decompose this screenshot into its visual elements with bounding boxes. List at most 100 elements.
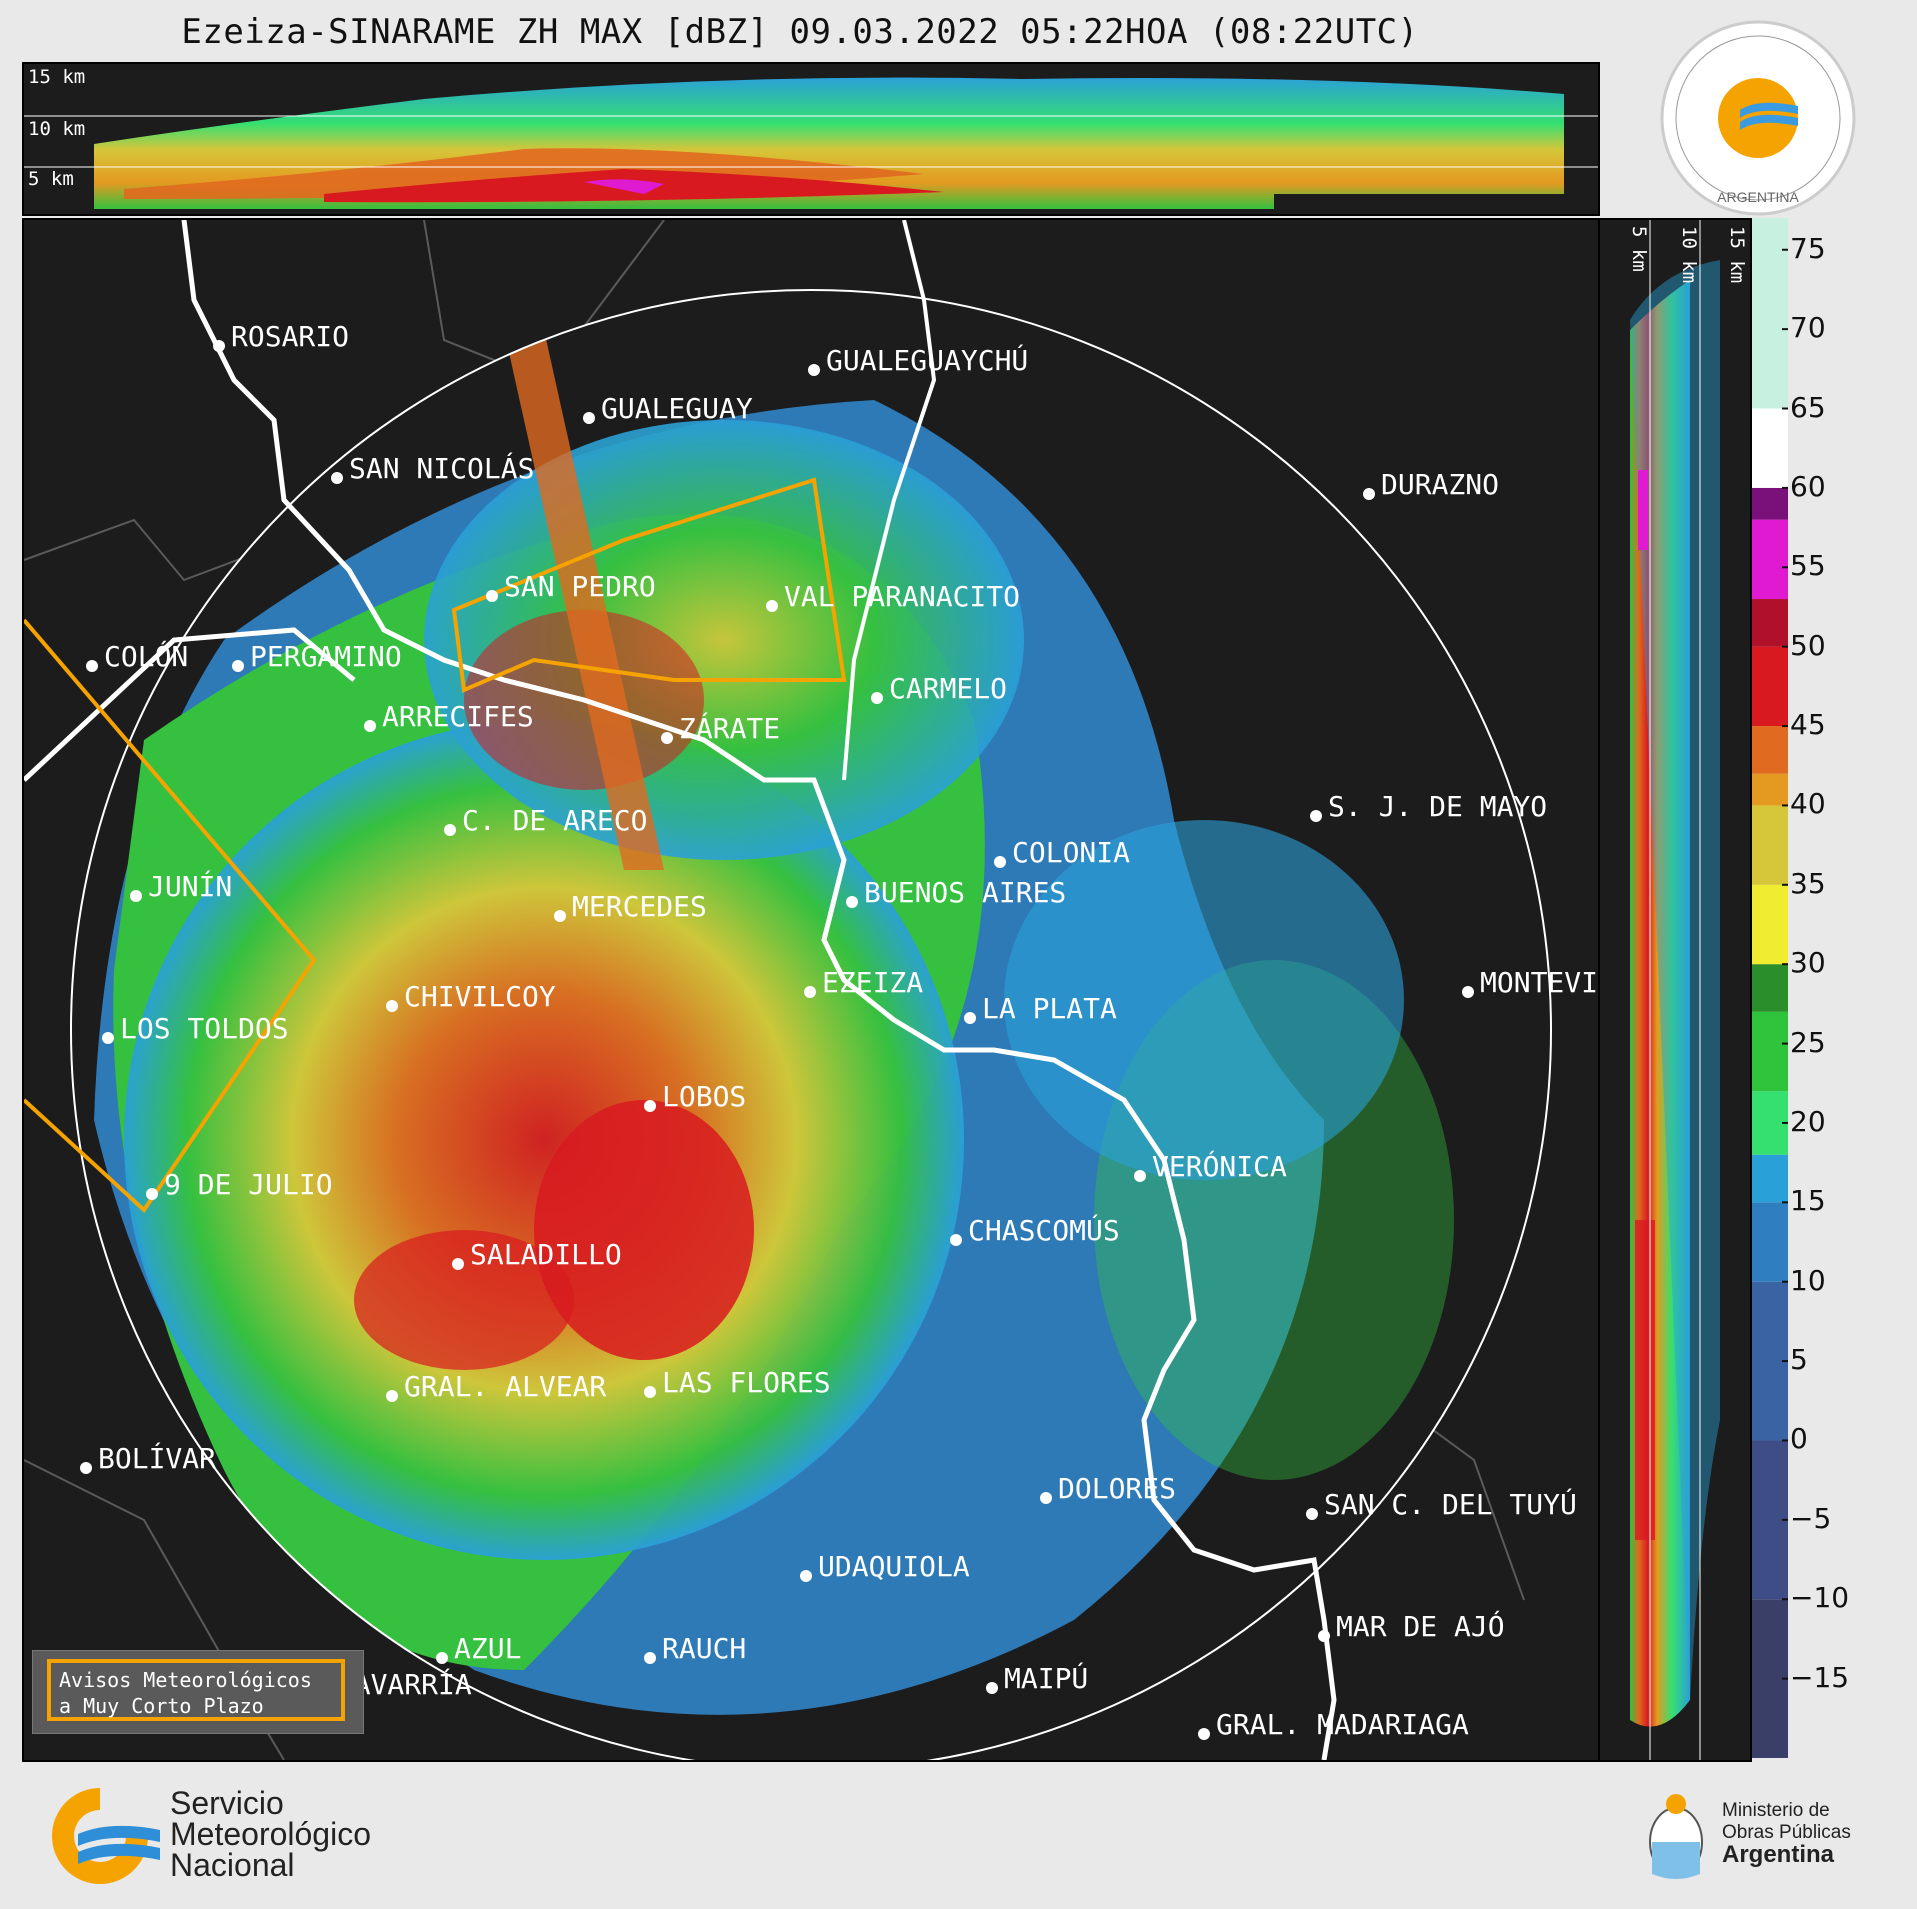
city-dot	[1310, 810, 1322, 822]
colorbar-tick-label: 45	[1790, 708, 1826, 742]
map-title: Ezeiza-SINARAME ZH MAX [dBZ] 09.03.2022 …	[181, 12, 1419, 52]
city-dot	[950, 1234, 962, 1246]
city-dot	[846, 896, 858, 908]
height-label-5km: 5 km	[28, 168, 74, 190]
ministry-line2: Obras Públicas	[1722, 1822, 1851, 1843]
colorbar-segment	[1752, 884, 1788, 965]
colorbar-segment	[1752, 1202, 1788, 1282]
colorbar-segment	[1752, 519, 1788, 600]
city-dot	[994, 856, 1006, 868]
avisos-box[interactable]: Avisos Meteorológicos a Muy Corto Plazo	[32, 1650, 364, 1734]
city-dot	[583, 412, 595, 424]
city-dot	[232, 660, 244, 672]
city-dot	[871, 692, 883, 704]
city-dot	[554, 910, 566, 922]
city-dot	[130, 890, 142, 902]
colorbar-segment	[1752, 964, 1788, 1012]
avisos-line1: Avisos Meteorológicos	[59, 1668, 312, 1692]
colorbar-tick-label: 50	[1790, 628, 1826, 662]
colorbar-segment	[1752, 599, 1788, 647]
city-dot	[331, 472, 343, 484]
colorbar-tick-label: 15	[1790, 1184, 1826, 1218]
colorbar-tick-label: 20	[1790, 1104, 1826, 1138]
city-dot	[444, 824, 456, 836]
warning-polygon-north	[451, 477, 847, 693]
city-dot	[800, 1570, 812, 1582]
colorbar-tick-label: −5	[1790, 1501, 1832, 1535]
city-dot	[808, 364, 820, 376]
colorbar-tick-label: 65	[1790, 390, 1826, 424]
colorbar-tick-label: −10	[1790, 1581, 1850, 1615]
city-dot	[102, 1032, 114, 1044]
city-dot	[1318, 1630, 1330, 1642]
city-dot	[386, 1000, 398, 1012]
city-dot	[1363, 488, 1375, 500]
colorbar-segment	[1752, 773, 1788, 806]
city-dot	[644, 1652, 656, 1664]
city-dot	[964, 1012, 976, 1024]
city-dot	[1306, 1508, 1318, 1520]
city-dot	[1462, 986, 1474, 998]
city-dot	[1198, 1728, 1210, 1740]
city-dot	[766, 600, 778, 612]
ministry-emblem	[1649, 1794, 1703, 1879]
colorbar-segment	[1752, 646, 1788, 727]
colorbar-segment	[1752, 805, 1788, 885]
colorbar-segment	[1752, 218, 1788, 409]
radar-map-svg	[24, 220, 1552, 1760]
smn-seal: ARGENTINA	[1660, 20, 1856, 216]
city-dot	[386, 1390, 398, 1402]
ministry-line3: Argentina	[1722, 1841, 1835, 1868]
city-dot	[213, 340, 225, 352]
ministry-text: Ministerio de Obras Públicas Argentina	[1722, 1800, 1851, 1868]
colorbar-tick-label: 10	[1790, 1263, 1826, 1297]
side-height-label-5km: 5 km	[1628, 226, 1650, 272]
city-dot	[1040, 1492, 1052, 1504]
logo-line3: Nacional	[170, 1847, 295, 1883]
side-height-label-10km: 10 km	[1678, 226, 1700, 284]
city-dot	[644, 1386, 656, 1398]
colorbar-tick-label: 40	[1790, 787, 1826, 821]
colorbar-segment	[1752, 1154, 1788, 1203]
side-height-label-15km: 15 km	[1726, 226, 1748, 284]
city-dot	[86, 660, 98, 672]
city-dot	[146, 1188, 158, 1200]
colorbar-segment	[1752, 726, 1788, 774]
smn-logo	[52, 1788, 160, 1884]
warning-polygon-west	[24, 618, 317, 1214]
colorbar-tick-label: 0	[1790, 1422, 1808, 1456]
city-dot	[1134, 1170, 1146, 1182]
range-ring	[70, 289, 1552, 1760]
colorbar-tick-label: 55	[1790, 549, 1826, 583]
avisos-line2: a Muy Corto Plazo	[59, 1694, 264, 1718]
colorbar-tick-label: 70	[1790, 311, 1826, 345]
height-label-15km: 15 km	[28, 66, 86, 88]
dbz-colorbar	[1752, 218, 1788, 1758]
top-cross-section-svg	[24, 77, 1598, 209]
logo-line1: Servicio	[170, 1785, 284, 1821]
city-dot	[804, 986, 816, 998]
city-dot	[644, 1100, 656, 1112]
colorbar-segment	[1752, 408, 1788, 488]
city-dot	[80, 1462, 92, 1474]
colorbar-segment	[1752, 487, 1788, 520]
coastline	[181, 220, 1337, 1760]
colorbar-tick-label: 30	[1790, 946, 1826, 980]
seal-ring-bottom: ARGENTINA	[1717, 189, 1799, 205]
radar-echoes	[71, 290, 1551, 1760]
logo-line2: Meteorológico	[170, 1816, 371, 1852]
city-dot	[486, 590, 498, 602]
city-dot	[364, 720, 376, 732]
city-dot	[986, 1682, 998, 1694]
colorbar-tick-label: 5	[1790, 1343, 1808, 1377]
avisos-legend: Avisos Meteorológicos a Muy Corto Plazo	[47, 1659, 345, 1721]
city-dot	[452, 1258, 464, 1270]
colorbar-tick-label: 35	[1790, 866, 1826, 900]
side-cross-section-svg	[1630, 220, 1720, 1760]
smn-logo-text: Servicio Meteorológico Nacional	[170, 1785, 371, 1883]
colorbar-tick-label: 75	[1790, 231, 1826, 265]
city-dot	[661, 732, 673, 744]
colorbar-tick-label: 60	[1790, 469, 1826, 503]
colorbar-tick-label: −15	[1790, 1660, 1850, 1694]
city-dot	[436, 1652, 448, 1664]
